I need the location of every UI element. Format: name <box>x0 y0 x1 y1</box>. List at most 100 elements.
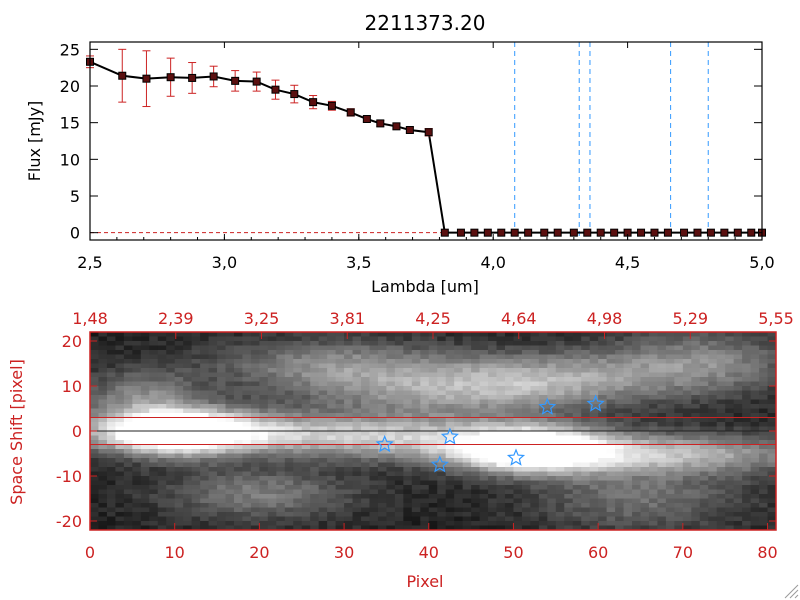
image-pixel <box>521 449 531 454</box>
image-pixel <box>267 354 277 360</box>
image-pixel <box>564 462 574 468</box>
image-pixel <box>208 458 218 463</box>
image-pixel <box>479 516 489 522</box>
image-pixel <box>157 449 167 454</box>
image-pixel <box>674 525 684 531</box>
image-pixel <box>640 408 650 414</box>
image-pixel <box>521 462 531 468</box>
image-pixel <box>191 512 201 517</box>
image-pixel <box>250 332 260 337</box>
image-pixel <box>615 471 625 477</box>
image-pixel <box>217 467 227 472</box>
image-pixel <box>691 516 701 522</box>
image-pixel <box>106 422 116 427</box>
image-pixel <box>606 332 616 337</box>
image-pixel <box>284 471 294 477</box>
flux-data-point <box>510 228 519 237</box>
image-pixel <box>632 336 641 342</box>
image-pixel <box>682 480 692 486</box>
image-pixel <box>759 399 769 405</box>
image-pixel <box>462 399 472 405</box>
image-pixel <box>149 341 159 346</box>
image-pixel <box>428 377 438 382</box>
image-pixel <box>674 399 684 405</box>
image-pixel <box>166 521 176 526</box>
image-pixel <box>598 489 608 495</box>
image-pixel <box>725 390 735 396</box>
image-pixel <box>691 426 701 432</box>
image-pixel <box>750 489 760 495</box>
image-pixel <box>183 435 193 441</box>
image-pixel <box>157 525 167 531</box>
image-pixel <box>632 503 641 508</box>
image-pixel <box>242 462 252 468</box>
image-pixel <box>276 404 286 409</box>
image-pixel <box>733 516 743 522</box>
resize-grip-icon[interactable] <box>784 584 799 599</box>
image-pixel <box>132 413 142 418</box>
image-pixel <box>208 512 218 517</box>
image-pixel <box>327 435 337 441</box>
image-pixel <box>310 507 320 513</box>
image-pixel <box>233 480 243 486</box>
image-pixel <box>233 422 243 427</box>
image-pixel <box>581 372 591 378</box>
image-pixel <box>352 516 362 522</box>
image-pixel <box>301 444 311 450</box>
image-pixel <box>725 399 735 405</box>
image-pixel <box>513 444 523 450</box>
image-pixel <box>462 525 472 531</box>
image-pixel <box>149 350 159 355</box>
image-pixel <box>174 444 184 450</box>
image-pixel <box>547 417 557 423</box>
image-pixel <box>572 467 582 472</box>
image-pixel <box>471 350 481 355</box>
image-pixel <box>572 413 582 418</box>
image-pixel <box>250 368 260 373</box>
image-pixel <box>233 444 243 450</box>
image-pixel <box>454 440 464 445</box>
image-pixel <box>674 444 684 450</box>
image-pixel <box>657 417 667 423</box>
image-pixel <box>513 498 523 504</box>
image-pixel <box>361 386 370 391</box>
image-pixel <box>276 512 286 517</box>
image-pixel <box>318 431 328 436</box>
image-pixel <box>157 363 167 369</box>
image-pixel <box>132 512 142 517</box>
image-pixel <box>699 503 709 508</box>
image-pixel <box>166 453 176 459</box>
image-pixel <box>200 354 210 360</box>
image-pixel <box>369 431 379 436</box>
image-pixel <box>665 525 675 531</box>
image-pixel <box>352 498 362 504</box>
image-pixel <box>513 390 523 396</box>
image-pixel <box>767 363 777 369</box>
image-pixel <box>250 381 260 387</box>
image-pixel <box>598 512 608 517</box>
image-pixel <box>132 449 142 454</box>
image-pixel <box>598 350 608 355</box>
image-pixel <box>276 386 286 391</box>
image-pixel <box>572 372 582 378</box>
spectral-image-panel: 0 10 20 30 40 50 60 70 801,48 2,39 3,25 3,81 4,25 4,6… <box>7 309 794 591</box>
image-pixel <box>750 516 760 522</box>
image-pixel <box>564 408 574 414</box>
image-pixel <box>581 354 591 360</box>
image-pixel <box>318 336 328 342</box>
image-pixel <box>454 458 464 463</box>
image-pixel <box>267 341 277 346</box>
image-pixel <box>725 363 735 369</box>
image-pixel <box>555 377 565 382</box>
image-pixel <box>174 386 184 391</box>
image-pixel <box>293 422 303 427</box>
image-pixel <box>733 426 743 432</box>
image-pixel <box>657 386 667 391</box>
image-pixel <box>293 458 303 463</box>
image-pixel <box>733 408 743 414</box>
image-pixel <box>90 525 99 531</box>
image-pixel <box>767 413 777 418</box>
image-pixel <box>725 350 735 355</box>
image-pixel <box>123 345 133 351</box>
image-pixel <box>496 480 506 486</box>
